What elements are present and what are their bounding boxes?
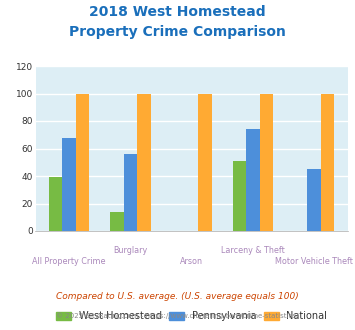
Text: Compared to U.S. average. (U.S. average equals 100): Compared to U.S. average. (U.S. average … — [56, 292, 299, 301]
Bar — [110, 212, 124, 231]
Bar — [76, 93, 89, 231]
Bar — [233, 161, 246, 231]
Text: Property Crime Comparison: Property Crime Comparison — [69, 25, 286, 39]
Bar — [62, 138, 76, 231]
Text: 2018 West Homestead: 2018 West Homestead — [89, 5, 266, 19]
Bar — [124, 154, 137, 231]
Bar — [137, 93, 151, 231]
Text: Arson: Arson — [180, 257, 203, 266]
Text: Burglary: Burglary — [113, 246, 148, 255]
Bar — [198, 93, 212, 231]
Bar — [260, 93, 273, 231]
Text: Larceny & Theft: Larceny & Theft — [221, 246, 285, 255]
Bar — [49, 178, 62, 231]
Bar — [307, 169, 321, 231]
Legend: West Homestead, Pennsylvania, National: West Homestead, Pennsylvania, National — [52, 307, 331, 325]
Text: Motor Vehicle Theft: Motor Vehicle Theft — [275, 257, 353, 266]
Text: © 2025 CityRating.com - https://www.cityrating.com/crime-statistics/: © 2025 CityRating.com - https://www.city… — [56, 312, 299, 318]
Bar — [246, 129, 260, 231]
Text: All Property Crime: All Property Crime — [32, 257, 106, 266]
Bar — [321, 93, 334, 231]
